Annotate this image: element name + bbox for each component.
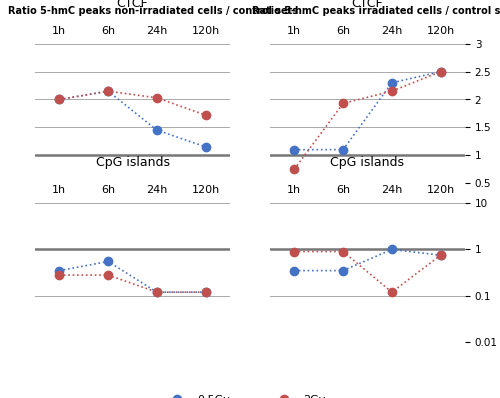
Title: CpG islands: CpG islands — [96, 156, 170, 169]
Title: CpG islands: CpG islands — [330, 156, 404, 169]
Legend: 2Gy: 2Gy — [266, 390, 330, 398]
Title: CTCF: CTCF — [352, 0, 384, 10]
Legend: 0.5Gy: 0.5Gy — [159, 390, 234, 398]
Title: CTCF: CTCF — [116, 0, 148, 10]
Text: Ratio 5-hmC peaks non-irradiated cells / control sets: Ratio 5-hmC peaks non-irradiated cells /… — [8, 6, 298, 16]
Text: Ratio 5-hmC peaks irradiated cells / control sets: Ratio 5-hmC peaks irradiated cells / con… — [252, 6, 500, 16]
